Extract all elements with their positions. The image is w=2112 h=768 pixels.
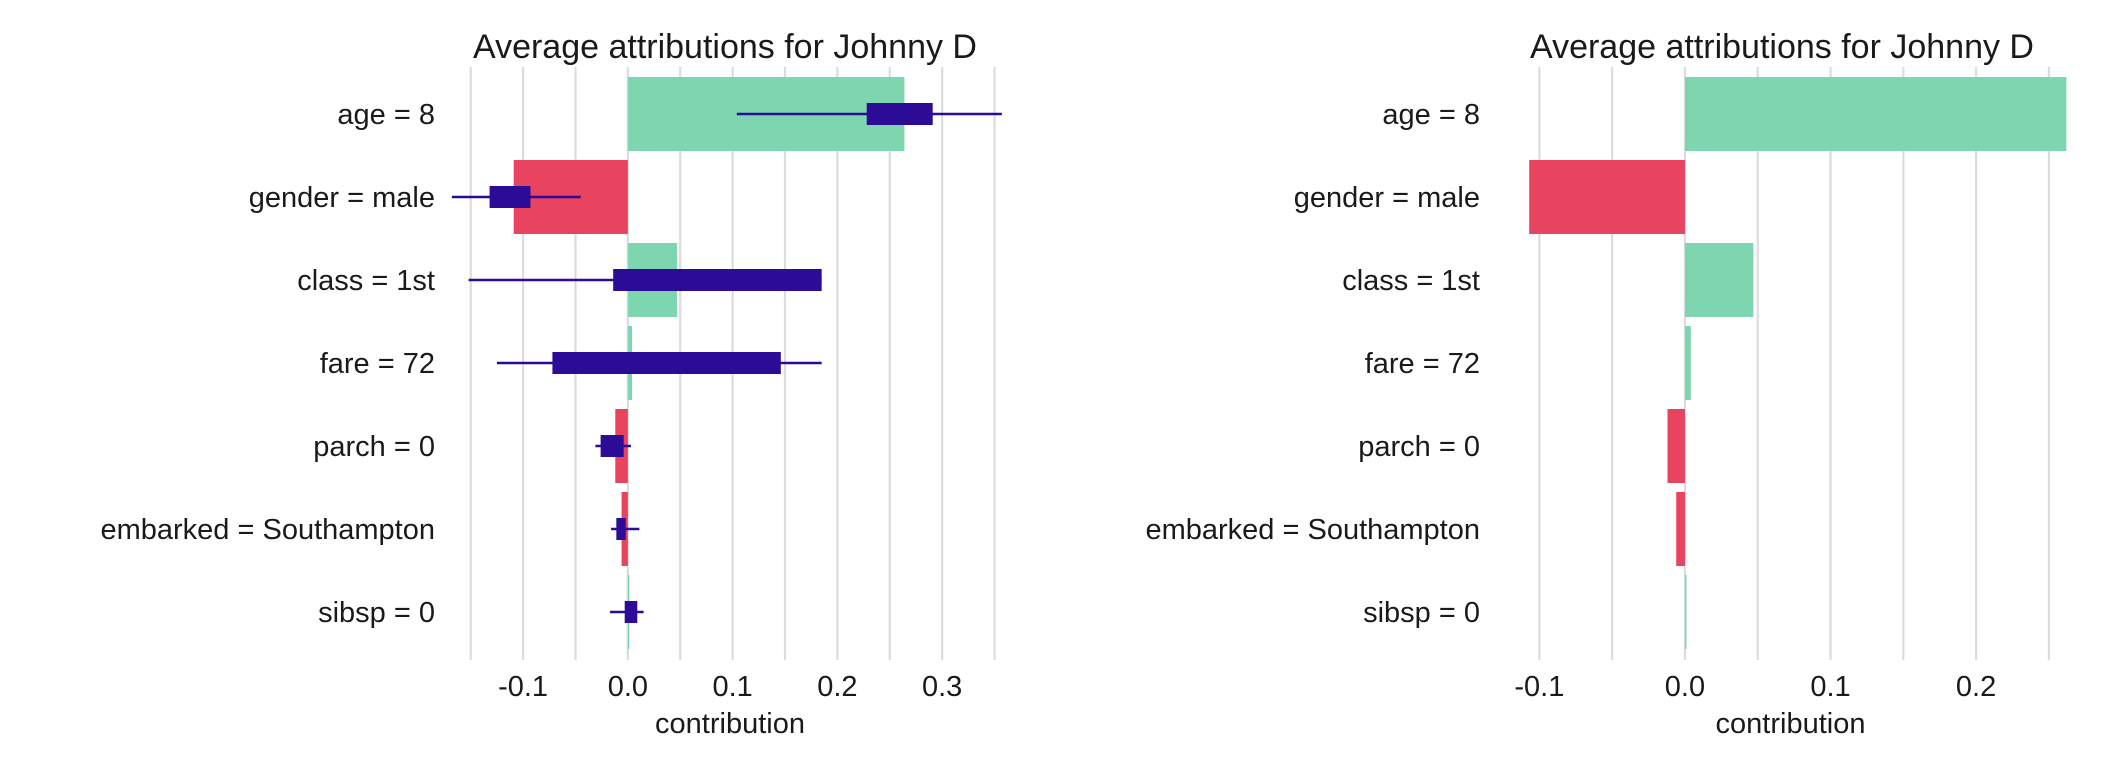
category-label: embarked = Southampton xyxy=(100,514,435,546)
x-axis-label: contribution xyxy=(655,708,805,740)
boxplot-box xyxy=(489,186,531,208)
x-tick-label: 0.1 xyxy=(1810,671,1850,703)
category-label: age = 8 xyxy=(1382,99,1480,131)
category-label: sibsp = 0 xyxy=(318,597,435,629)
x-tick-label: 0.2 xyxy=(817,671,857,703)
bar xyxy=(1684,575,1687,649)
boxplot-box xyxy=(600,435,624,457)
x-tick-label: -0.1 xyxy=(1514,671,1564,703)
x-tick-label: 0.3 xyxy=(922,671,962,703)
bar xyxy=(1667,409,1685,483)
category-label: parch = 0 xyxy=(313,431,435,463)
x-tick-label: 0.0 xyxy=(608,671,648,703)
category-label: fare = 72 xyxy=(1365,348,1480,380)
x-tick-label: 0.2 xyxy=(1956,671,1996,703)
chart-title: Average attributions for Johnny D xyxy=(1530,28,2034,66)
category-label: embarked = Southampton xyxy=(1145,514,1480,546)
chart-panel-1: age = 8 gender = male class = 1st fare = 72… xyxy=(100,28,1002,740)
category-label: gender = male xyxy=(1294,182,1480,214)
boxplot-box xyxy=(616,518,626,540)
category-label: fare = 72 xyxy=(320,348,435,380)
category-label: class = 1st xyxy=(297,265,435,297)
category-label: parch = 0 xyxy=(1358,431,1480,463)
bar xyxy=(1529,160,1685,234)
boxplot-box xyxy=(624,601,638,623)
x-tick-label: -0.1 xyxy=(498,671,548,703)
category-label: gender = male xyxy=(249,182,435,214)
category-label: age = 8 xyxy=(337,99,435,131)
category-label: sibsp = 0 xyxy=(1363,597,1480,629)
x-tick-label: 0.0 xyxy=(1665,671,1705,703)
bar xyxy=(1684,326,1691,400)
bar xyxy=(1684,77,2067,151)
chart-title: Average attributions for Johnny D xyxy=(473,28,977,66)
boxplot-box xyxy=(866,103,933,125)
bar xyxy=(1684,243,1754,317)
category-label: class = 1st xyxy=(1342,265,1480,297)
x-axis-label: contribution xyxy=(1716,708,1866,740)
chart-panel-2: age = 8 gender = male class = 1st fare = 72… xyxy=(1145,28,2067,740)
bar xyxy=(1676,492,1685,566)
x-tick-label: 0.1 xyxy=(712,671,752,703)
boxplot-box xyxy=(613,269,822,291)
boxplot-box xyxy=(552,352,781,374)
